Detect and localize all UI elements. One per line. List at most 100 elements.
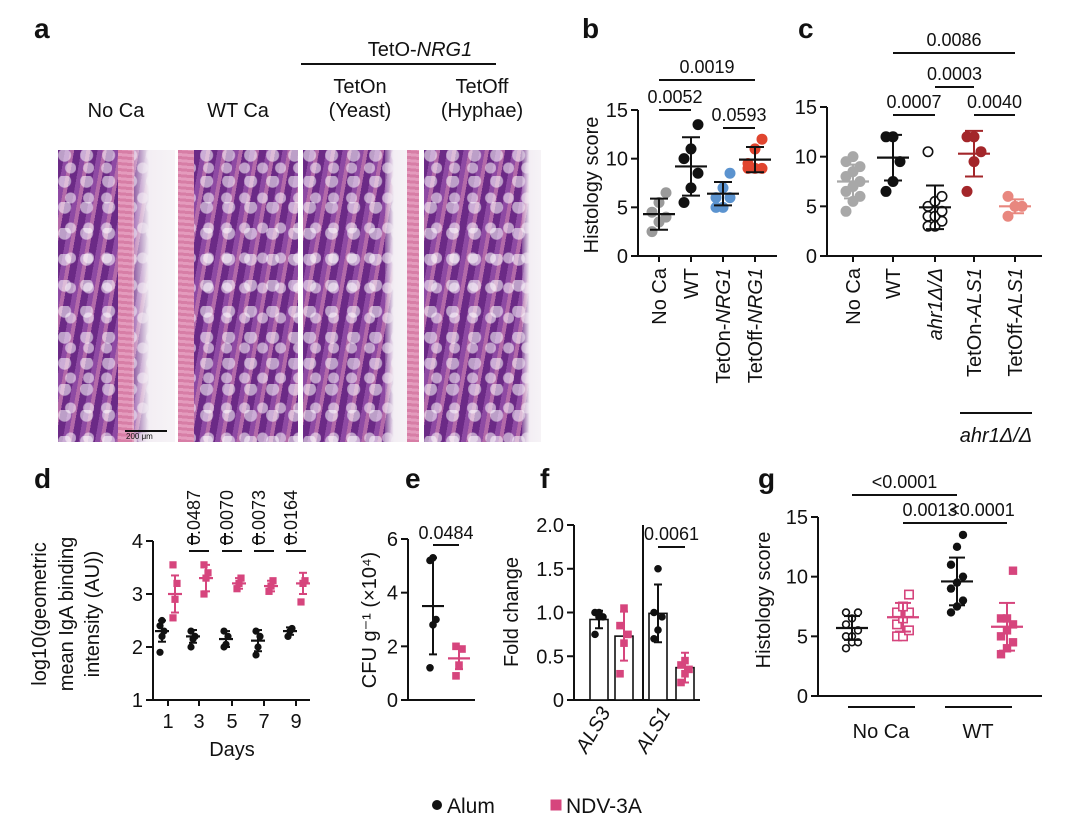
b-data-point <box>678 153 690 165</box>
b-p-value: 0.0019 <box>679 57 734 77</box>
f-p-value: 0.0061 <box>644 524 699 544</box>
g-p-value: 0.0013 <box>902 500 957 520</box>
f-data-point <box>677 661 685 669</box>
d-data-point <box>169 614 177 622</box>
d-p-value: 0.0070 <box>217 490 237 545</box>
panel-letter-e: e <box>405 463 421 494</box>
histology-image-wt-ca <box>178 150 298 442</box>
c-data-point <box>894 156 906 168</box>
teto-prefix: TetO- <box>367 39 417 61</box>
panel-letter-c: c <box>798 13 814 44</box>
d-p-value: 0.0164 <box>281 490 301 545</box>
b-data-point <box>692 119 704 131</box>
b-data-point <box>756 162 768 174</box>
g-data-point <box>958 596 968 605</box>
panel-letter-b: b <box>582 13 600 44</box>
c-y-tick-label: 0 <box>806 246 817 268</box>
b-y-tick-label: 10 <box>606 149 628 171</box>
b-data-point <box>724 167 736 179</box>
scale-bar-label: 200 μm <box>126 432 153 441</box>
d-data-point <box>200 590 208 598</box>
scale-bar <box>125 430 167 432</box>
f-y-tick-label: 0 <box>553 690 564 712</box>
c-p-value: 0.0007 <box>886 92 941 112</box>
panel-letter-d: d <box>34 463 52 494</box>
b-x-tick-label: TetOff-NRG1 <box>745 268 767 383</box>
label-segment: NRG1 <box>713 268 735 324</box>
g-data-point <box>891 619 902 630</box>
histology-image-tetoff-hyphae <box>424 150 541 442</box>
g-data-point <box>841 620 851 629</box>
g-data-point <box>1008 638 1018 647</box>
g-y-axis-title: Histology score <box>753 532 775 669</box>
label-segment: TetOff- <box>745 324 767 384</box>
g-y-tick-label: 5 <box>797 626 808 648</box>
b-data-point <box>692 167 704 179</box>
g-data-point <box>1008 620 1018 629</box>
b-y-tick-label: 15 <box>606 100 628 122</box>
g-data-point <box>853 608 863 617</box>
legend-alum-marker <box>432 800 442 810</box>
f-y-tick-label: 1.0 <box>536 603 564 625</box>
histology-image-no-ca <box>58 150 175 442</box>
label-segment: NRG1 <box>745 268 767 324</box>
f-y-axis-title: Fold change <box>501 557 523 667</box>
d-y-tick-label: 4 <box>132 531 143 553</box>
g-data-point <box>996 632 1006 641</box>
b-y-tick-label: 5 <box>617 197 628 219</box>
f-data-point <box>616 621 624 630</box>
label-segment: ahr1Δ/Δ <box>925 268 947 340</box>
label-segment: ALS1 <box>964 268 986 318</box>
histo-label-wt-ca: WT Ca <box>207 100 269 122</box>
g-data-point <box>841 608 851 617</box>
f-y-tick-label: 1.5 <box>536 559 564 581</box>
d-y-axis-title-line: intensity (AU)) <box>82 551 104 678</box>
e-data-point <box>432 615 440 624</box>
histo-label-teton-sub: (Yeast) <box>328 100 392 122</box>
d-data-point <box>187 643 195 651</box>
g-p-value: <0.0001 <box>949 500 1015 520</box>
g-data-point <box>841 644 851 653</box>
label-segment: No Ca <box>843 267 865 325</box>
c-data-point <box>840 205 852 217</box>
teto-nrg1-header: TetO-NRG1 <box>368 38 472 62</box>
b-data-point <box>710 192 722 204</box>
label-segment: WT <box>883 268 905 299</box>
b-data-point <box>660 187 672 199</box>
b-data-point <box>646 206 658 218</box>
e-data-point <box>452 672 460 680</box>
c-data-point <box>854 161 866 173</box>
g-data-point <box>996 650 1006 659</box>
b-x-tick-label: TetOn-NRG1 <box>713 268 735 384</box>
e-data-point <box>426 664 434 672</box>
d-data-point <box>297 598 305 606</box>
g-data-point <box>958 572 968 581</box>
e-y-tick-label: 2 <box>387 636 398 658</box>
d-y-axis-title-line: log10(geometric <box>29 542 51 685</box>
b-data-point <box>756 133 768 145</box>
legend-ndv-marker <box>550 799 562 811</box>
d-x-tick-label: 5 <box>226 711 237 733</box>
histology-image-teton-yeast <box>303 150 419 442</box>
g-data-point <box>1008 566 1018 575</box>
c-y-tick-label: 10 <box>795 147 817 169</box>
teto-underline <box>301 63 496 65</box>
d-x-tick-label: 9 <box>290 711 301 733</box>
teto-gene: NRG1 <box>416 39 473 61</box>
d-y-tick-label: 3 <box>132 584 143 606</box>
d-data-point <box>156 648 164 656</box>
f-data-point <box>650 608 658 617</box>
f-data-point <box>685 665 693 674</box>
g-data-point <box>903 589 914 600</box>
d-x-tick-label: 3 <box>193 711 204 733</box>
c-y-tick-label: 15 <box>795 97 817 119</box>
g-data-point <box>952 542 962 552</box>
b-p-value: 0.0593 <box>711 105 766 125</box>
d-x-tick-label: 1 <box>162 711 173 733</box>
f-data-point <box>624 630 632 639</box>
c-data-point <box>936 190 948 202</box>
e-data-point <box>458 645 466 653</box>
histo-label-tetoff: TetOff <box>455 76 509 98</box>
d-data-point <box>173 579 181 587</box>
g-group-label: WT <box>962 721 993 743</box>
